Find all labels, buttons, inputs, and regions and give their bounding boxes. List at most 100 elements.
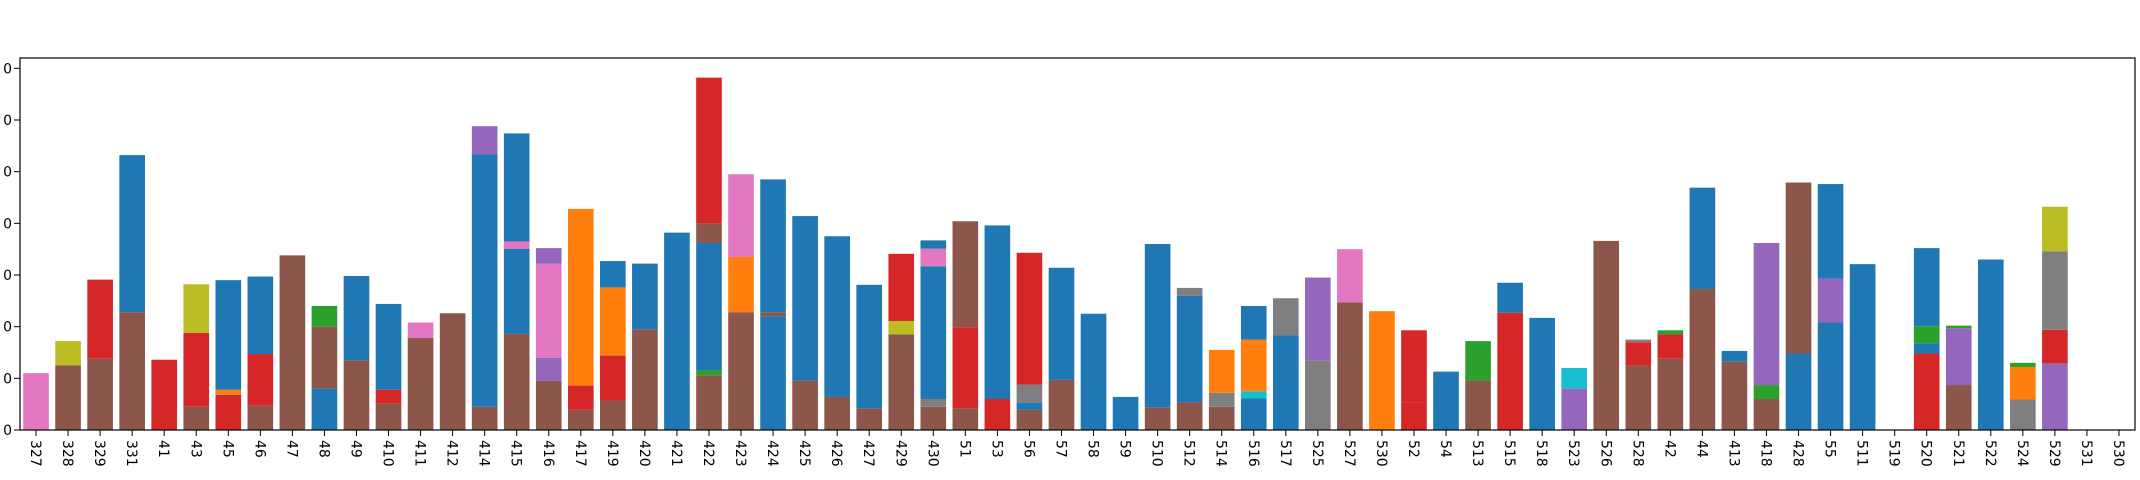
- x-tick-label: 59: [1117, 440, 1133, 458]
- bars-group: [23, 77, 2068, 430]
- x-tick-label: 525: [1309, 440, 1325, 467]
- x-tick-label: 327: [27, 440, 43, 467]
- bar-segment-524-1: [2010, 366, 2036, 400]
- bar-segment-514-2: [1208, 349, 1235, 393]
- bar-segment-55-0: [1817, 322, 1844, 430]
- x-tick-label: 519: [1886, 440, 1902, 467]
- bar-segment-52-1: [1401, 330, 1427, 403]
- bar-segment-523-1: [1561, 368, 1588, 389]
- x-tick-label: 51: [956, 440, 972, 458]
- plot-frame: [19, 57, 2136, 431]
- bar-segment-51-0: [952, 408, 979, 430]
- bar-segment-426-1: [824, 236, 850, 397]
- bar-segment-422-3: [696, 223, 722, 243]
- bar-segment-411-0: [407, 338, 434, 430]
- x-tick-label: 530: [2110, 440, 2126, 467]
- x-tick-label: 523: [1565, 440, 1581, 467]
- bar-segment-54-0: [1433, 371, 1459, 430]
- x-tick-label: 423: [732, 440, 748, 467]
- bar-segment-425-1: [792, 216, 818, 381]
- bar-segment-327-0: [23, 373, 49, 430]
- bar-segment-328-1: [55, 341, 81, 366]
- y-tick-label: 0: [3, 165, 12, 181]
- x-tick-label: 518: [1533, 440, 1549, 467]
- bar-segment-422-4: [696, 77, 722, 224]
- bar-segment-56-1: [1016, 402, 1043, 410]
- bar-segment-416-0: [535, 380, 562, 430]
- x-tick-label: 521: [1950, 440, 1966, 467]
- bar-segment-423-0: [728, 312, 754, 430]
- x-tick-label: 522: [1982, 440, 1998, 467]
- bar-segment-517-0: [1272, 335, 1299, 430]
- bar-segment-520-2: [1913, 326, 1940, 344]
- x-tick-label: 412: [444, 440, 460, 467]
- bar-segment-523-0: [1561, 388, 1588, 430]
- bar-segment-419-3: [600, 261, 626, 288]
- bar-segment-45-0: [215, 394, 242, 430]
- x-axis: 327 328 329 331 41 43 45 46 47 48 49 410 411 412 414 41…: [27, 430, 2126, 467]
- bar-segment-429-2: [888, 253, 915, 321]
- x-tick-label: 47: [283, 440, 299, 458]
- bar-segment-57-1: [1048, 267, 1075, 380]
- bar-segment-419-1: [600, 355, 626, 401]
- x-tick-label: 427: [860, 440, 876, 467]
- bar-segment-51-1: [952, 327, 979, 409]
- x-tick-label: 426: [828, 440, 844, 467]
- y-tick-label: 0: [3, 216, 12, 232]
- x-tick-label: 514: [1213, 440, 1229, 467]
- bar-segment-430-4: [920, 240, 947, 249]
- y-tick-label: 0: [3, 320, 12, 336]
- bar-segment-426-0: [824, 396, 850, 430]
- x-tick-label: 527: [1341, 440, 1357, 467]
- bar-segment-51-2: [952, 221, 979, 328]
- bar-segment-517-1: [1272, 298, 1299, 336]
- x-tick-label: 411: [412, 440, 428, 467]
- x-tick-label: 415: [508, 440, 524, 467]
- x-tick-label: 430: [924, 440, 940, 467]
- bar-segment-56-2: [1016, 384, 1043, 403]
- x-tick-label: 512: [1181, 440, 1197, 467]
- x-tick-label: 417: [572, 440, 588, 467]
- bar-segment-58-0: [1080, 313, 1107, 430]
- bar-segment-417-0: [567, 409, 594, 430]
- bar-segment-516-3: [1240, 306, 1267, 340]
- bar-segment-514-0: [1208, 406, 1235, 430]
- bar-segment-528-1: [1625, 342, 1652, 366]
- bar-segment-525-0: [1305, 360, 1331, 430]
- bar-segment-415-1: [503, 248, 530, 334]
- bar-segment-422-1: [696, 370, 722, 376]
- bar-segment-416-3: [535, 248, 562, 264]
- x-tick-label: 510: [1149, 440, 1165, 467]
- bar-segment-430-1: [920, 399, 947, 407]
- bar-segment-430-0: [920, 406, 947, 430]
- bar-segment-46-2: [247, 276, 274, 355]
- bar-segment-44-1: [1689, 187, 1716, 289]
- bar-segment-420-1: [632, 263, 658, 330]
- bar-segment-57-0: [1048, 379, 1075, 430]
- x-tick-label: 414: [476, 440, 492, 467]
- bar-segment-420-0: [632, 329, 658, 430]
- x-tick-label: 46: [251, 440, 267, 458]
- bar-segment-415-3: [503, 133, 530, 242]
- bar-segment-528-2: [1625, 339, 1652, 343]
- bar-segment-56-3: [1016, 252, 1043, 385]
- x-tick-label: 511: [1854, 440, 1870, 467]
- bar-segment-45-1: [215, 389, 242, 395]
- x-tick-label: 520: [1918, 440, 1934, 467]
- bar-segment-525-1: [1305, 277, 1331, 361]
- bar-segment-422-0: [696, 375, 722, 430]
- bar-segment-515-0: [1497, 312, 1523, 430]
- x-tick-label: 516: [1245, 440, 1261, 467]
- bar-segment-512-0: [1176, 402, 1203, 430]
- bar-segment-415-0: [503, 333, 530, 430]
- bar-segment-425-0: [792, 380, 818, 430]
- bar-segment-527-1: [1337, 249, 1363, 303]
- bar-segment-49-0: [343, 360, 370, 430]
- bar-segment-529-0: [2042, 363, 2068, 430]
- bar-segment-516-1: [1240, 391, 1267, 399]
- x-tick-label: 55: [1822, 440, 1838, 458]
- y-axis: 0 0 0 0 0 0 0 0: [3, 61, 20, 439]
- x-tick-label: 48: [315, 440, 331, 458]
- bar-segment-46-1: [247, 354, 274, 406]
- bar-segment-417-1: [567, 385, 594, 410]
